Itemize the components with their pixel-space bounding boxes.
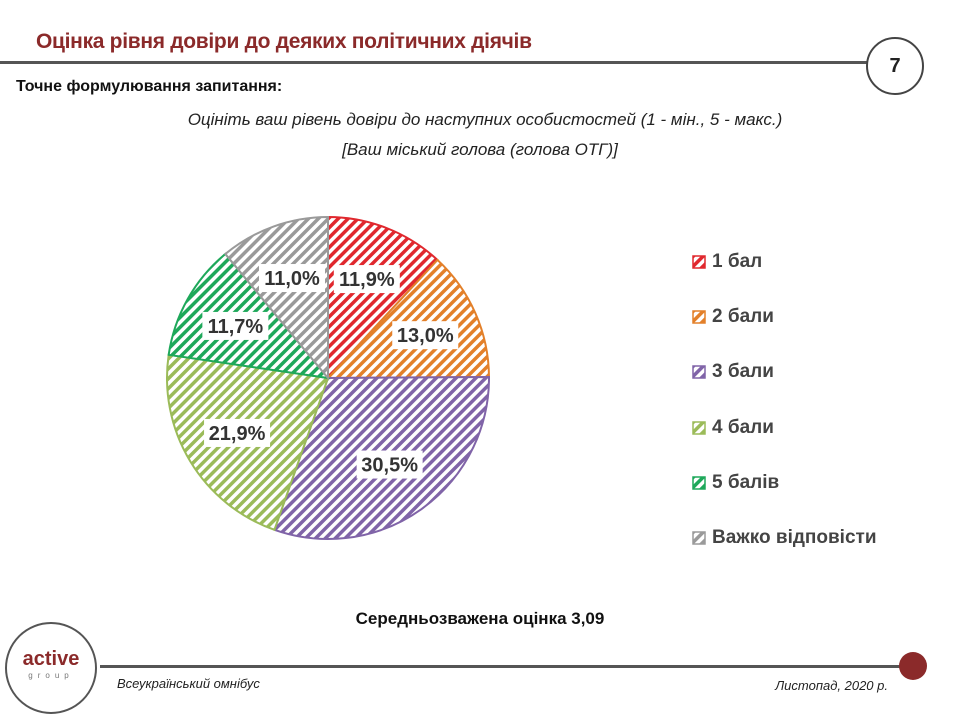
page-number: 7 <box>866 37 924 95</box>
legend-label: 4 бали <box>712 416 774 438</box>
legend-swatch <box>692 310 706 324</box>
logo-sub: group <box>28 671 74 680</box>
legend-label: 3 бали <box>712 361 774 383</box>
data-label-bg <box>356 450 423 479</box>
logo-main: active <box>22 648 80 670</box>
legend-label: 1 бал <box>712 250 763 272</box>
legend-label: 2 бали <box>712 305 774 327</box>
data-label: 30,5% <box>361 455 418 477</box>
data-label-bg <box>392 321 459 350</box>
legend-item: 1 бал <box>692 234 877 289</box>
pie-slice <box>223 215 329 381</box>
legend-label: Важко відповісти <box>712 527 877 549</box>
footer-divider <box>100 665 912 668</box>
legend-item: Важко відповісти <box>692 510 877 565</box>
footer-dot <box>899 652 927 680</box>
question-label: Точне формулювання запитання: <box>16 78 283 95</box>
data-label: 21,9% <box>209 423 266 445</box>
legend-item: 3 бали <box>692 345 877 400</box>
legend-swatch <box>692 254 706 269</box>
header-divider <box>0 61 868 64</box>
footer-left: Всеукраїнський омнібус <box>117 676 260 691</box>
data-label-bg <box>259 264 326 293</box>
legend-item: 2 бали <box>692 289 877 344</box>
data-label: 11,7% <box>208 316 264 338</box>
legend-swatch <box>692 476 706 490</box>
weighted-average: Середньозважена оцінка 3,09 <box>355 609 605 628</box>
logo: active group <box>5 622 97 714</box>
pie-chart: 11,9% 13,0% 30,5% 21,9% 11,7% 11,0% <box>166 215 491 540</box>
data-label-bg <box>204 418 271 447</box>
legend-item: 4 бали <box>692 400 877 455</box>
legend-swatch <box>692 420 706 435</box>
data-label-bg <box>202 311 269 340</box>
legend: 1 бал 2 бали 3 бали 4 бали 5 балів Важко відп… <box>692 234 877 566</box>
question-subject: [Ваш міський голова (голова ОТГ)] <box>342 140 618 159</box>
legend-item: 5 балів <box>692 455 877 510</box>
data-label-bg <box>333 265 400 294</box>
legend-swatch <box>692 531 706 545</box>
data-label: 13,0% <box>397 325 454 347</box>
question-text: Оцініть ваш рівень довіри до наступних о… <box>187 110 783 129</box>
data-label: 11,9% <box>339 269 395 291</box>
legend-label: 5 балів <box>712 471 780 493</box>
footer-date: Листопад, 2020 р. <box>775 678 888 693</box>
slide-title: Оцінка рівня довіри до деяких політичних… <box>36 30 532 53</box>
data-label: 11,0% <box>264 268 320 290</box>
pie-slice <box>327 215 439 381</box>
legend-swatch <box>692 365 706 379</box>
